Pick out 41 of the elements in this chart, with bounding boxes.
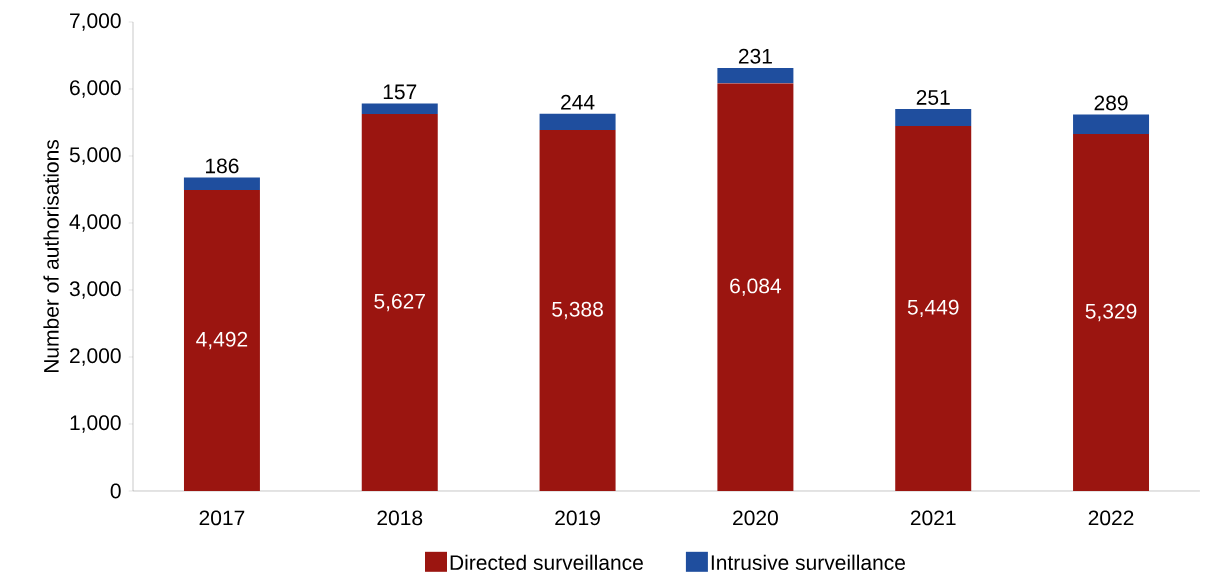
bar (1073, 114, 1150, 134)
data-label: 5,627 (374, 293, 425, 312)
bar (361, 103, 438, 114)
data-label: 5,449 (907, 299, 959, 318)
y-tick-label: 1,000 (70, 415, 121, 433)
legend-label: Directed surveillance (450, 554, 643, 571)
bar (539, 113, 616, 130)
x-tick-label: 2020 (733, 510, 778, 526)
bar (539, 129, 616, 491)
bar (717, 67, 794, 84)
y-tick-label: 0 (110, 483, 121, 499)
data-label: 231 (738, 48, 772, 64)
y-tick-label: 7,000 (70, 13, 121, 31)
data-label: 4,492 (196, 331, 248, 350)
bar (361, 113, 438, 491)
bar (183, 177, 260, 191)
data-label: 244 (561, 94, 595, 110)
y-tick-label: 4,000 (69, 214, 121, 232)
data-label: 157 (383, 84, 417, 100)
data-label: 251 (916, 90, 950, 105)
data-label: 5,388 (552, 301, 603, 320)
y-axis-title: Number of authorisations (43, 139, 59, 373)
bar (183, 190, 260, 491)
x-tick-label: 2021 (910, 510, 956, 526)
y-tick-label: 6,000 (70, 80, 121, 98)
bar (717, 83, 794, 491)
x-tick-label: 2022 (1088, 510, 1134, 526)
bar (895, 109, 972, 126)
x-tick-label: 2017 (199, 510, 245, 526)
data-label: 5,329 (1085, 303, 1137, 322)
data-label: 186 (206, 158, 239, 174)
y-tick-label: 5,000 (69, 147, 121, 165)
data-label: 289 (1094, 95, 1128, 111)
bar (895, 125, 972, 491)
y-tick-label: 2,000 (70, 348, 121, 366)
legend-label: Intrusive surveillance (711, 554, 905, 571)
y-tick-label: 3,000 (69, 281, 121, 299)
x-tick-label: 2019 (555, 510, 600, 526)
data-label: 6,084 (730, 278, 782, 296)
bar (1073, 133, 1150, 491)
x-tick-label: 2018 (377, 510, 423, 526)
